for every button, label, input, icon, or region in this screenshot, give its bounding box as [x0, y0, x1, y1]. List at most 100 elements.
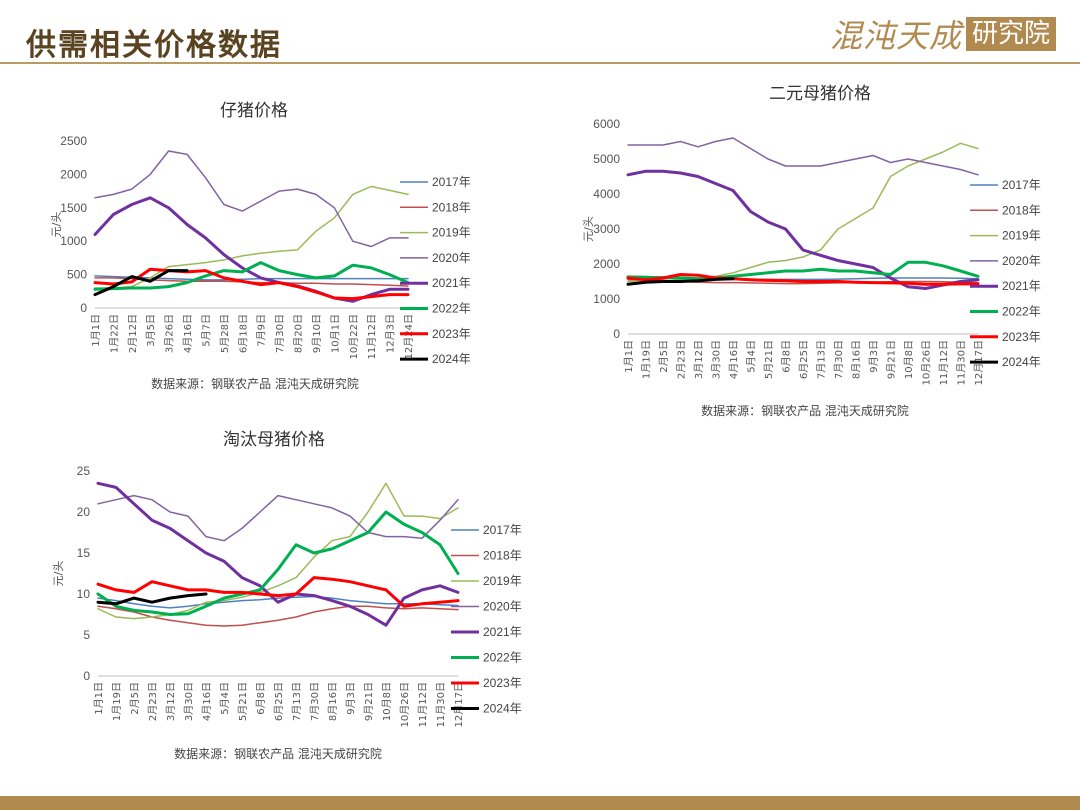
x-tick-label: 8月16日: [851, 340, 863, 379]
x-tick-label: 2月5日: [658, 340, 670, 373]
x-tick-label: 3月30日: [183, 682, 195, 721]
y-tick-label: 6000: [593, 117, 620, 131]
y-tick-label: 5000: [593, 152, 620, 166]
legend-entry: 2019年: [483, 574, 522, 588]
y-tick-label: 2000: [593, 257, 620, 271]
series-line-2024年: [93, 269, 189, 297]
series-line-2020年: [94, 150, 409, 248]
x-tick-label: 5月21日: [763, 340, 775, 379]
x-tick-label: 4月16日: [728, 340, 740, 379]
x-tick-label: 10月8日: [903, 340, 915, 379]
x-tick-label: 11月12日: [417, 682, 429, 727]
x-tick-label: 11月12日: [938, 340, 950, 385]
chart-title: 二元母猪价格: [769, 84, 871, 104]
x-tick-label: 4月16日: [201, 682, 213, 721]
source-note: 数据来源：钢联农产品 混沌天成研究院: [151, 376, 359, 391]
series-line-2020年: [627, 137, 979, 176]
x-tick-label: 3月30日: [711, 340, 723, 379]
x-tick-label: 11月12日: [366, 314, 378, 359]
x-tick-label: 6月25日: [798, 340, 810, 379]
series-line-2024年: [626, 277, 735, 286]
legend-entry: 2022年: [432, 302, 471, 316]
x-tick-label: 8月20日: [293, 314, 305, 353]
brand-logo: 混沌天成 研究院: [829, 14, 1056, 55]
series-line-2022年: [96, 510, 460, 616]
y-tick-label: 5: [83, 628, 90, 642]
y-tick-label: 500: [67, 268, 87, 282]
series-line-2021年: [93, 196, 410, 303]
x-tick-label: 7月13日: [816, 340, 828, 379]
x-tick-label: 3月12日: [165, 682, 177, 721]
x-tick-label: 6月25日: [273, 682, 285, 721]
x-tick-label: 9月21日: [363, 682, 375, 721]
x-tick-label: 2月5日: [129, 682, 141, 715]
series-line-2023年: [96, 576, 460, 608]
legend-entry: 2022年: [483, 651, 522, 665]
x-tick-label: 5月4日: [219, 682, 231, 715]
x-tick-label: 12月3日: [385, 314, 397, 353]
source-note: 数据来源：钢联农产品 混沌天成研究院: [701, 403, 909, 418]
series-line-2022年: [626, 260, 980, 281]
x-tick-label: 8月16日: [327, 682, 339, 721]
legend-entry: 2024年: [432, 352, 471, 366]
legend-entry: 2020年: [432, 251, 471, 265]
x-tick-label: 1月22日: [108, 314, 120, 353]
x-tick-label: 11月30日: [956, 340, 968, 385]
y-tick-label: 0: [83, 669, 90, 683]
legend-entry: 2021年: [483, 625, 522, 639]
series-line-2021年: [96, 481, 460, 627]
x-tick-label: 10月26日: [399, 682, 411, 727]
x-tick-label: 4月16日: [182, 314, 194, 353]
brand-name: 混沌天成: [829, 17, 962, 55]
chart-title: 淘汰母猪价格: [223, 430, 325, 450]
y-tick-label: 0: [613, 327, 620, 341]
x-tick-label: 2月23日: [147, 682, 159, 721]
y-tick-label: 1500: [60, 201, 87, 215]
x-tick-label: 5月7日: [200, 314, 212, 347]
series-line-2017年: [97, 595, 459, 609]
x-tick-label: 3月26日: [164, 314, 176, 353]
x-tick-label: 1月1日: [623, 340, 635, 373]
y-tick-label: 3000: [593, 222, 620, 236]
legend-entry: 2024年: [1002, 355, 1041, 369]
legend-entry: 2017年: [1002, 178, 1041, 192]
x-tick-label: 9月21日: [886, 340, 898, 379]
x-tick-label: 5月4日: [746, 340, 758, 373]
x-tick-label: 9月3日: [868, 340, 880, 373]
x-tick-label: 10月26日: [921, 340, 933, 385]
legend-entry: 2021年: [1002, 279, 1041, 293]
x-tick-label: 11月30日: [435, 682, 447, 727]
footer-bar: [0, 796, 1080, 810]
x-tick-label: 7月30日: [274, 314, 286, 353]
x-tick-label: 5月28日: [219, 314, 231, 353]
y-axis-label: 元/头: [52, 561, 65, 587]
x-tick-label: 5月21日: [237, 682, 249, 721]
legend-entry: 2022年: [1002, 305, 1041, 319]
legend-entry: 2020年: [1002, 254, 1041, 268]
x-tick-label: 6月8日: [255, 682, 267, 715]
x-tick-label: 10月1日: [329, 314, 341, 353]
series-line-2020年: [97, 494, 459, 542]
source-note: 数据来源：钢联农产品 混沌天成研究院: [174, 746, 382, 761]
y-tick-label: 1000: [593, 292, 620, 306]
x-tick-label: 7月9日: [256, 314, 268, 347]
series-line-2024年: [96, 592, 208, 606]
x-tick-label: 9月3日: [345, 682, 357, 715]
y-tick-label: 20: [77, 505, 91, 519]
legend-entry: 2020年: [483, 600, 522, 614]
legend-entry: 2019年: [1002, 229, 1041, 243]
legend-entry: 2019年: [432, 226, 471, 240]
legend-entry: 2017年: [432, 175, 471, 189]
x-tick-label: 6月8日: [781, 340, 793, 373]
y-tick-label: 2000: [60, 167, 87, 181]
chart-title: 仔猪价格: [220, 101, 288, 121]
y-tick-label: 1000: [60, 234, 87, 248]
series-line-2021年: [626, 169, 980, 290]
legend-entry: 2024年: [483, 702, 522, 716]
series-line-2017年: [94, 275, 409, 281]
x-tick-label: 9月10日: [311, 314, 323, 353]
x-tick-label: 7月13日: [291, 682, 303, 721]
legend-entry: 2018年: [432, 200, 471, 214]
